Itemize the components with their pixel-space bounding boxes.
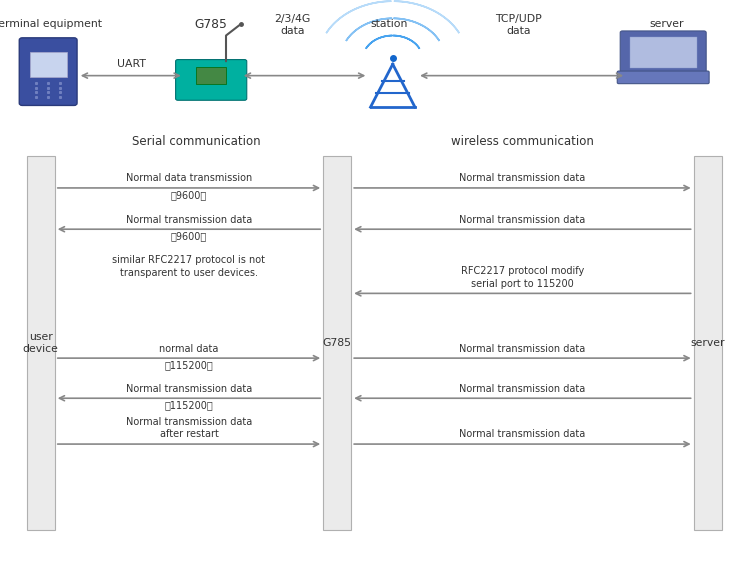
- Text: user
device: user device: [23, 332, 59, 354]
- Text: similar RFC2217 protocol is not
transparent to user devices.: similar RFC2217 protocol is not transpar…: [113, 255, 265, 278]
- FancyBboxPatch shape: [176, 60, 247, 100]
- Text: UART: UART: [118, 59, 146, 69]
- Text: G785: G785: [322, 338, 352, 348]
- Text: terminal equipment: terminal equipment: [0, 19, 102, 29]
- Bar: [694, 156, 722, 530]
- Text: Normal transmission data: Normal transmission data: [126, 384, 252, 394]
- Text: G785: G785: [195, 18, 227, 30]
- Text: Normal transmission data: Normal transmission data: [459, 430, 585, 439]
- Bar: [30, 52, 67, 77]
- Text: wireless communication: wireless communication: [451, 135, 594, 148]
- Text: RFC2217 protocol modify
serial port to 115200: RFC2217 protocol modify serial port to 1…: [461, 266, 584, 289]
- Text: Normal transmission data
after restart: Normal transmission data after restart: [126, 417, 252, 439]
- Bar: [196, 67, 226, 84]
- Text: Normal transmission data: Normal transmission data: [459, 215, 585, 225]
- Text: Normal transmission data: Normal transmission data: [459, 344, 585, 354]
- Text: Serial communication: Serial communication: [132, 135, 261, 148]
- Text: （115200）: （115200）: [165, 360, 213, 370]
- Text: normal data: normal data: [159, 344, 219, 354]
- FancyBboxPatch shape: [620, 31, 706, 74]
- Text: Normal transmission data: Normal transmission data: [459, 384, 585, 394]
- Bar: [630, 37, 697, 68]
- Bar: [323, 156, 351, 530]
- Text: Normal data transmission: Normal data transmission: [126, 174, 252, 183]
- FancyBboxPatch shape: [617, 71, 709, 84]
- Text: （9600）: （9600）: [171, 190, 207, 200]
- Text: Normal transmission data: Normal transmission data: [126, 215, 252, 225]
- Text: （115200）: （115200）: [165, 401, 213, 410]
- Bar: [27, 156, 55, 530]
- Text: server: server: [691, 338, 725, 348]
- Text: （9600）: （9600）: [171, 231, 207, 241]
- Text: station: station: [370, 19, 408, 29]
- Text: 2/3/4G
data: 2/3/4G data: [275, 14, 310, 37]
- Text: server: server: [650, 19, 684, 29]
- Text: Normal transmission data: Normal transmission data: [459, 174, 585, 183]
- Text: TCP/UDP
data: TCP/UDP data: [495, 14, 542, 37]
- FancyBboxPatch shape: [19, 38, 77, 105]
